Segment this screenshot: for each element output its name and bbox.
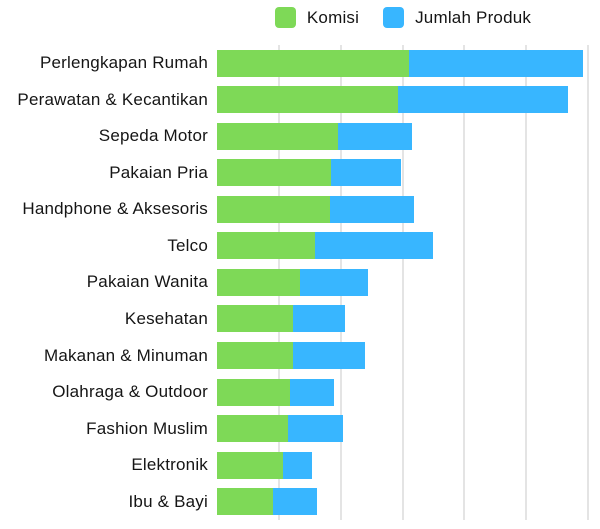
stacked-bar (217, 415, 344, 443)
komisi-bar-segment (217, 268, 301, 296)
bar-row (217, 410, 588, 447)
jumlah-produk-bar-segment (283, 451, 312, 479)
category-label: Telco (167, 235, 208, 255)
gridline (587, 45, 589, 520)
bar-row (217, 228, 588, 265)
stacked-bar (217, 268, 368, 296)
stacked-bar (217, 195, 415, 223)
bars-area (217, 45, 588, 520)
category-label: Ibu & Bayi (128, 491, 208, 511)
stacked-bar (217, 305, 345, 333)
category-label: Perawatan & Kecantikan (17, 89, 208, 109)
komisi-bar-segment (217, 378, 290, 406)
komisi-bar-segment (217, 49, 410, 77)
bar-row (217, 483, 588, 520)
jumlah-produk-bar-segment (288, 415, 344, 443)
stacked-bar (217, 488, 318, 516)
stacked-bar (217, 122, 413, 150)
jumlah-produk-bar-segment (300, 268, 368, 296)
category-label: Handphone & Aksesoris (22, 199, 208, 219)
stacked-bar-chart: Perlengkapan Rumah Perawatan & Kecantikan… (0, 45, 600, 520)
stacked-bar (217, 159, 401, 187)
komisi-bar-segment (217, 195, 331, 223)
jumlah-produk-bar-segment (273, 488, 318, 516)
category-label: Sepeda Motor (98, 126, 208, 146)
stacked-bar (217, 342, 366, 370)
bar-row (217, 82, 588, 119)
komisi-bar-segment (217, 451, 284, 479)
stacked-bar (217, 451, 312, 479)
legend-label-jumlah-produk: Jumlah Produk (415, 7, 532, 27)
bar-row (217, 447, 588, 484)
jumlah-produk-bar-segment (315, 232, 433, 260)
jumlah-produk-bar-segment (331, 159, 401, 187)
bar-row (217, 264, 588, 301)
gridline (525, 45, 528, 520)
category-label: Pakaian Wanita (86, 272, 208, 292)
komisi-bar-segment (217, 342, 294, 370)
komisi-bar-segment (217, 122, 338, 150)
category-label: Fashion Muslim (86, 418, 208, 438)
jumlah-produk-bar-segment (337, 122, 413, 150)
bar-row (217, 118, 588, 155)
jumlah-produk-bar-segment (293, 305, 345, 333)
jumlah-produk-bar-segment (330, 195, 415, 223)
jumlah-produk-bar-segment (289, 378, 334, 406)
stacked-bar (217, 378, 334, 406)
legend: Komisi Jumlah Produk (217, 7, 589, 28)
jumlah-produk-bar-segment (397, 86, 568, 114)
komisi-color-swatch-icon (274, 7, 296, 28)
komisi-bar-segment (217, 415, 289, 443)
gridline (463, 45, 466, 520)
category-labels: Perlengkapan Rumah Perawatan & Kecantikan… (0, 45, 217, 520)
komisi-bar-segment (217, 159, 332, 187)
bar-row (217, 374, 588, 411)
category-label: Makanan & Minuman (43, 345, 208, 365)
komisi-bar-segment (217, 86, 398, 114)
komisi-bar-segment (217, 232, 316, 260)
jumlah-produk-color-swatch-icon (383, 7, 405, 28)
category-label: Perlengkapan Rumah (39, 53, 208, 73)
plot-area (217, 45, 589, 520)
komisi-bar-segment (217, 305, 294, 333)
category-label: Olahraga & Outdoor (52, 382, 208, 402)
bar-row (217, 155, 588, 192)
bar-row (217, 45, 588, 82)
category-label: Elektronik (131, 455, 208, 475)
bar-row (217, 301, 588, 338)
stacked-bar (217, 232, 433, 260)
legend-item-komisi: Komisi (274, 7, 360, 28)
category-label: Kesehatan (124, 308, 208, 328)
jumlah-produk-bar-segment (293, 342, 366, 370)
bar-row (217, 337, 588, 374)
legend-label-komisi: Komisi (306, 7, 360, 27)
bar-row (217, 191, 588, 228)
komisi-bar-segment (217, 488, 274, 516)
gridline (401, 45, 404, 520)
stacked-bar (217, 86, 568, 114)
jumlah-produk-bar-segment (409, 49, 584, 77)
legend-item-jumlah-produk: Jumlah Produk (383, 7, 531, 28)
category-label: Pakaian Pria (109, 162, 208, 182)
stacked-bar (217, 49, 584, 77)
